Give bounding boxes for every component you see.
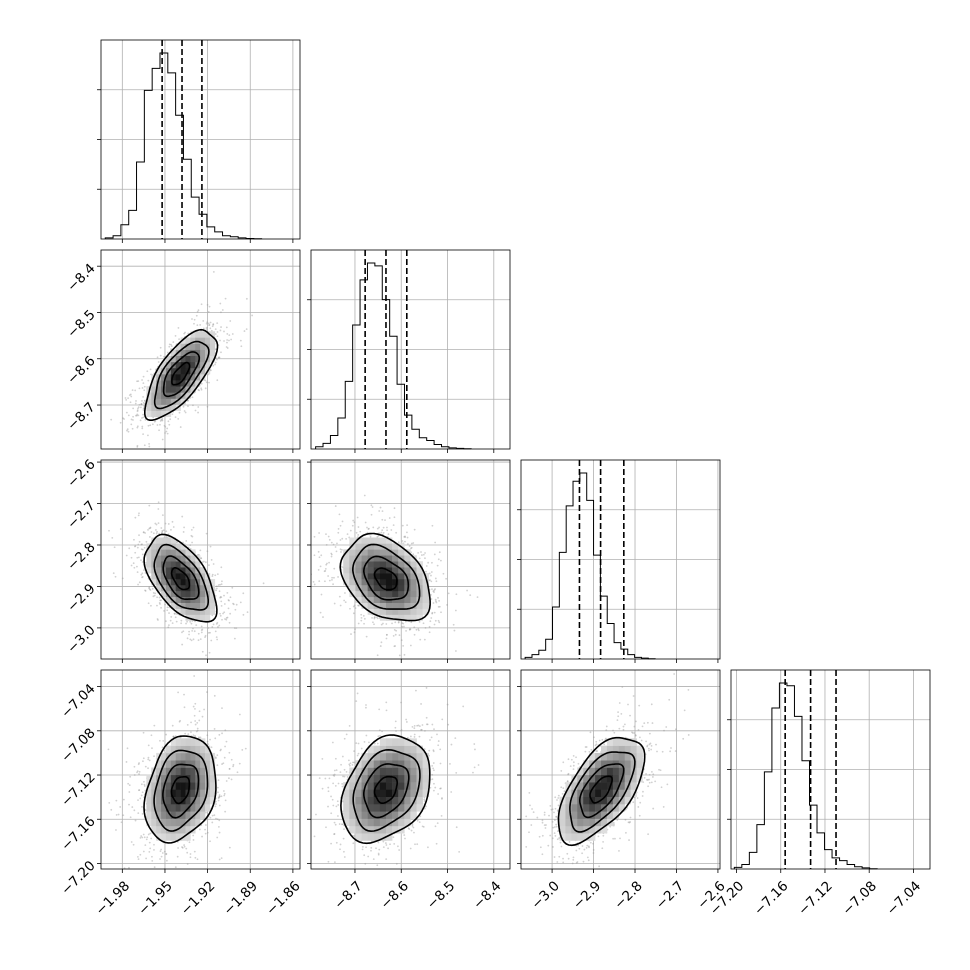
histogram-steps xyxy=(524,472,656,660)
contour-level-2 xyxy=(153,340,210,410)
panel-frame xyxy=(100,669,301,870)
panel-frame xyxy=(310,249,511,450)
contour-level-2 xyxy=(352,748,421,833)
contour-level-2 xyxy=(569,751,636,833)
panel-frame xyxy=(310,459,511,660)
y-tick-label: −2.7 xyxy=(64,498,98,532)
x-tick-label: −2.7 xyxy=(653,878,687,912)
contour-level-3 xyxy=(144,328,219,421)
contour-level-2 xyxy=(153,543,209,611)
contour-lines xyxy=(143,735,217,844)
x-tick-label: −7.08 xyxy=(839,878,880,919)
contour-level-3 xyxy=(339,532,431,622)
histogram-steps xyxy=(104,52,263,240)
contour-level-2 xyxy=(153,749,209,832)
y-tick-label: −7.20 xyxy=(58,858,99,899)
contour-lines xyxy=(557,736,646,847)
contour-level-3 xyxy=(143,735,217,844)
x-tick-label: −1.98 xyxy=(93,878,134,919)
x-tick-label: −3.0 xyxy=(528,878,562,912)
contour-level-2 xyxy=(351,543,421,610)
panel-frame xyxy=(730,669,931,870)
y-tick-label: −8.4 xyxy=(64,261,98,295)
contour-level-1 xyxy=(362,555,410,601)
grid xyxy=(311,250,510,449)
contour-level-0 xyxy=(373,775,398,804)
histogram-panel-2 xyxy=(517,459,721,663)
x-tick-label: −1.86 xyxy=(263,878,304,919)
panel-content xyxy=(101,670,300,869)
panel-frame xyxy=(100,249,301,450)
panel-frame xyxy=(100,459,301,660)
contour-level-0 xyxy=(589,775,613,804)
panel-content xyxy=(101,250,300,449)
contour-level-3 xyxy=(143,533,218,623)
x-tick-label: −1.95 xyxy=(135,878,176,919)
y-tick-label: −7.16 xyxy=(58,814,99,855)
y-tick-label: −8.5 xyxy=(64,307,98,341)
contour-lines xyxy=(143,533,218,623)
x-tick-label: −7.12 xyxy=(795,878,836,919)
contour-level-1 xyxy=(579,763,625,819)
scatter-panel-0-3: −1.98 −1.95 −1.92 −1.89 −1.86 −7.20−7.16−7.12… xyxy=(58,669,304,919)
grid xyxy=(101,670,300,869)
y-tick-label: −8.6 xyxy=(64,353,98,387)
contour-level-0 xyxy=(373,567,398,591)
histogram-panel-0 xyxy=(97,39,301,243)
x-tick-label: −7.16 xyxy=(751,878,792,919)
x-tick-label: −8.5 xyxy=(424,878,458,912)
contour-level-0 xyxy=(170,776,191,805)
x-tick-label: −2.8 xyxy=(611,878,645,912)
contour-level-1 xyxy=(162,555,200,600)
panel-frame xyxy=(520,459,721,660)
y-tick-label: −7.08 xyxy=(58,725,99,766)
contour-level-0 xyxy=(170,567,191,591)
y-tick-label: −2.9 xyxy=(64,581,98,615)
contour-level-1 xyxy=(162,351,201,398)
scatter-panel-0-1: −8.7 −8.6 −8.5 −8.4 xyxy=(64,249,301,453)
panel-frame xyxy=(520,669,721,870)
y-tick-label: −2.8 xyxy=(64,539,98,573)
contour-level-0 xyxy=(171,361,191,386)
panel-content xyxy=(521,670,720,869)
x-tick-label: −1.89 xyxy=(220,878,261,919)
scatter-panel-1-3: −8.7 −8.6 −8.5 −8.4 xyxy=(307,669,511,913)
contour-lines xyxy=(340,734,431,845)
histogram-panel-1 xyxy=(307,249,511,453)
contour-level-1 xyxy=(363,763,410,819)
y-tick-label: −7.04 xyxy=(58,681,99,722)
y-tick-label: −8.7 xyxy=(64,399,98,433)
contour-lines xyxy=(339,532,431,622)
scatter-panel-2-3: −3.0 −2.9 −2.8 −2.7 −2.6 xyxy=(517,669,729,913)
panel-content xyxy=(311,670,510,869)
grid xyxy=(731,670,930,869)
contour-lines xyxy=(144,328,219,421)
contour-level-3 xyxy=(340,734,431,845)
histogram-steps xyxy=(315,262,472,450)
x-tick-label: −8.7 xyxy=(331,878,365,912)
grid xyxy=(521,460,720,659)
histogram-steps xyxy=(733,682,878,870)
x-tick-label: −2.9 xyxy=(570,878,604,912)
grid xyxy=(101,460,300,659)
histogram-panel-3: −7.20 −7.16 −7.12 −7.08 −7.04 xyxy=(707,669,931,919)
x-tick-label: −7.04 xyxy=(884,878,925,919)
y-tick-label: −2.6 xyxy=(64,456,98,490)
panel-content xyxy=(101,460,300,659)
x-tick-label: −8.4 xyxy=(470,878,504,912)
x-tick-label: −1.92 xyxy=(178,878,219,919)
contour-level-3 xyxy=(557,736,646,847)
y-tick-label: −7.12 xyxy=(58,769,99,810)
scatter-panel-1-2 xyxy=(307,459,511,663)
contour-level-1 xyxy=(162,763,200,819)
grid xyxy=(101,40,300,239)
panel-content xyxy=(311,460,510,659)
panel-frame xyxy=(310,669,511,870)
y-tick-label: −3.0 xyxy=(64,622,98,656)
x-tick-label: −8.6 xyxy=(378,878,412,912)
panel-frame xyxy=(100,39,301,240)
scatter-panel-0-2: −3.0 −2.9 −2.8 −2.7 −2.6 xyxy=(64,456,301,663)
density-fill xyxy=(146,738,216,841)
